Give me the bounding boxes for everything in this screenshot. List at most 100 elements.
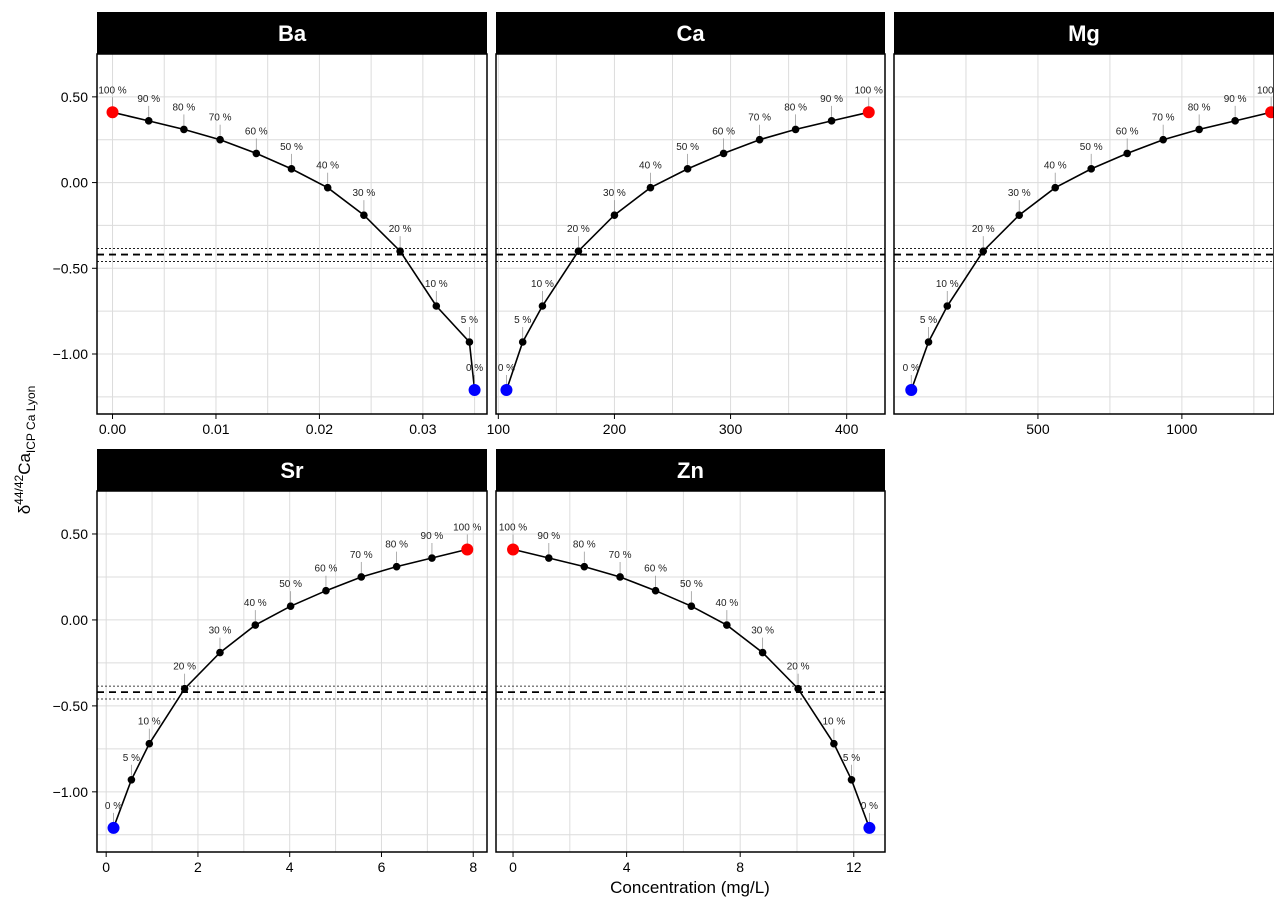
data-point [755,135,764,144]
data-label: 80 % [573,540,596,551]
y-tick-label: −1.00 [53,784,89,800]
data-label: 60 % [245,126,268,137]
data-label: 80 % [172,102,195,113]
data-label: 10 % [822,717,845,728]
x-tick-label: 100 [487,421,511,437]
facet-strip [496,449,885,491]
data-label: 5 % [514,315,531,326]
data-label: 50 % [280,142,303,153]
panel-ca: Ca 0 % 5 % 10 % 20 % 30 % 40 % 50 % 60 % 70 % 80 %… [487,12,886,437]
data-point [216,135,224,144]
data-point-end [1265,106,1274,119]
grid [496,54,885,414]
panel-border [495,490,886,853]
data-label: 100 % [453,522,481,533]
data-label: 40 % [316,161,339,172]
grid [97,54,487,414]
facet-title: Ba [278,21,307,46]
data-point [323,183,332,192]
x-tick-label: 500 [1026,421,1050,437]
data-point [683,165,692,173]
panel-sr: Sr 0 % 5 % 10 % 20 % 30 % 40 % 50 % 60 % 70 % 80 %… [53,449,488,875]
grid [97,491,487,852]
plot-area [97,491,487,852]
data-point [538,302,547,310]
data-label: 10 % [138,717,161,728]
data-label: 5 % [843,753,860,764]
series-line [112,548,468,829]
x-tick-label: 300 [719,421,743,437]
data-label: 20 % [972,224,995,235]
data-label: 0 % [498,363,515,374]
data-label: 60 % [644,564,667,575]
data-point [145,739,154,748]
y-tick-label: −0.50 [53,260,89,276]
data-point [610,211,619,219]
facet-title: Zn [677,458,704,483]
facet-strip [97,12,487,54]
data-label: 40 % [715,598,738,609]
x-tick-label: 0 [509,859,517,875]
facet-title: Mg [1068,21,1100,46]
data-point [1123,149,1131,158]
x-tick-label: 4 [286,859,294,875]
data-point-start [905,384,918,396]
data-label: 0 % [105,801,122,812]
data-label: 70 % [748,113,771,124]
x-tick-label: 2 [194,859,202,875]
x-tick-label: 6 [378,859,386,875]
x-axis-title: Concentration (mg/L) [610,878,770,897]
data-label: 70 % [609,550,632,561]
grid [894,54,1274,414]
data-point [286,602,295,610]
series-line [512,548,871,829]
data-point [251,621,260,629]
data-label: 100 % [1257,85,1274,96]
data-point [180,684,189,693]
data-point [847,776,856,784]
data-point [252,149,261,158]
data-label: 70 % [350,550,373,561]
data-label: 100 % [855,85,883,96]
series-line [505,111,869,391]
data-point [830,739,838,748]
data-point [723,621,731,629]
data-label: 60 % [315,564,338,575]
data-label: 100 % [98,85,126,96]
data-point [322,586,330,595]
x-tick-label: 8 [736,859,744,875]
data-label: 10 % [936,279,959,290]
data-label: 70 % [1152,113,1175,124]
plot-area [97,54,487,414]
data-point [794,684,802,693]
x-tick-label: 0.03 [409,421,436,437]
data-label: 50 % [1080,142,1103,153]
data-label: 60 % [1116,126,1139,137]
y-axis-title: δ44/42CaICP Ca Lyon [12,386,38,515]
facet-strip [894,12,1274,54]
x-tick-label: 1000 [1166,421,1197,437]
x-tick-label: 200 [603,421,627,437]
data-label: 30 % [751,626,774,637]
data-point [791,125,800,134]
data-label: 90 % [537,531,560,542]
data-label: 50 % [680,579,703,590]
plot-area [894,54,1274,414]
data-point [574,247,583,255]
data-label: 30 % [1008,188,1031,199]
data-point [1195,125,1203,134]
data-label: 90 % [137,94,160,105]
data-label: 10 % [425,279,448,290]
data-label: 50 % [676,142,699,153]
data-point-start [468,384,481,396]
data-label: 0 % [466,363,483,374]
x-tick-label: 8 [469,859,477,875]
data-point [827,117,836,125]
data-label: 0 % [903,363,920,374]
data-point [287,165,296,173]
data-label: 20 % [567,224,590,235]
data-point-start [500,384,513,396]
data-point [646,183,655,192]
data-label: 90 % [421,531,444,542]
data-point [580,562,589,571]
